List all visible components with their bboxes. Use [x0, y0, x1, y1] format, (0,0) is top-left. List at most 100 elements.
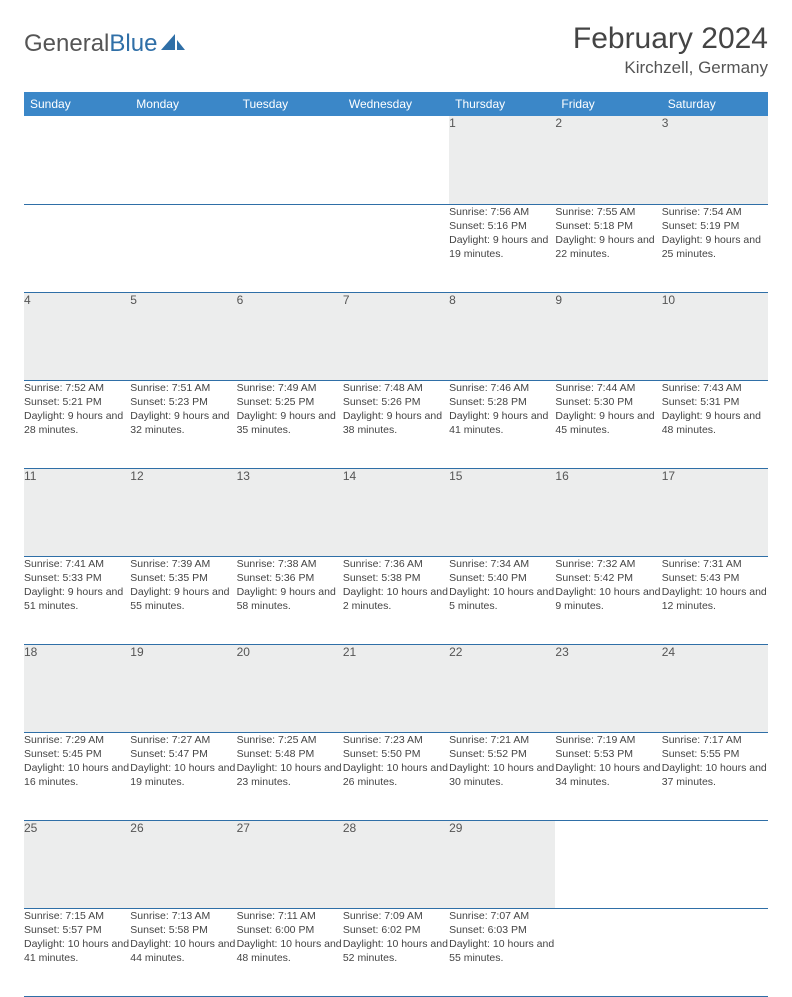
daylight-line: Daylight: 10 hours and 55 minutes. [449, 938, 554, 964]
brand-logo: GeneralBlue [24, 22, 187, 58]
sunset-line: Sunset: 5:53 PM [555, 748, 633, 760]
day-number-cell: 9 [555, 292, 661, 380]
sunrise-line: Sunrise: 7:54 AM [662, 206, 742, 218]
page-header: GeneralBlue February 2024 Kirchzell, Ger… [24, 22, 768, 78]
day-detail-cell: Sunrise: 7:15 AM Sunset: 5:57 PM Daylight:… [24, 908, 130, 996]
daylight-line: Daylight: 10 hours and 37 minutes. [662, 762, 767, 788]
day-header: Wednesday [343, 92, 449, 116]
day-detail-cell [130, 204, 236, 292]
daylight-line: Daylight: 9 hours and 48 minutes. [662, 410, 761, 436]
day-header: Friday [555, 92, 661, 116]
sunrise-line: Sunrise: 7:27 AM [130, 734, 210, 746]
sunrise-line: Sunrise: 7:34 AM [449, 558, 529, 570]
daylight-line: Daylight: 10 hours and 30 minutes. [449, 762, 554, 788]
sunset-line: Sunset: 5:21 PM [24, 396, 102, 408]
sunset-line: Sunset: 5:43 PM [662, 572, 740, 584]
sunset-line: Sunset: 5:23 PM [130, 396, 208, 408]
day-detail-cell: Sunrise: 7:38 AMSunset: 5:36 PMDaylight:… [237, 556, 343, 644]
sunrise-line: Sunrise: 7:21 AM [449, 734, 529, 746]
day-number-cell: 14 [343, 468, 449, 556]
day-detail-cell: Sunrise: 7:51 AMSunset: 5:23 PMDaylight:… [130, 380, 236, 468]
day-number-cell: 27 [237, 820, 343, 908]
day-number-cell [555, 820, 661, 908]
day-detail-cell: Sunrise: 7:56 AMSunset: 5:16 PMDaylight:… [449, 204, 555, 292]
day-number-cell [662, 820, 768, 908]
day-number-cell: 8 [449, 292, 555, 380]
sunrise-line: Sunrise: 7:11 AM [237, 910, 316, 922]
day-number-cell: 16 [555, 468, 661, 556]
day-number-cell: 23 [555, 644, 661, 732]
day-detail-cell: Sunrise: 7:11 AMSunset: 6:00 PMDaylight:… [237, 908, 343, 996]
sunrise-line: Sunrise: 7:48 AM [343, 382, 423, 394]
day-detail-cell: Sunrise: 7:29 AMSunset: 5:45 PMDaylight:… [24, 732, 130, 820]
sunrise-line: Sunrise: 7:31 AM [662, 558, 742, 570]
day-number-cell [237, 116, 343, 204]
day-detail-cell: Sunrise: 7:34 AM Sunset: 5:40 PM Daylight:… [449, 556, 555, 644]
day-header: Saturday [662, 92, 768, 116]
sunset-line: Sunset: 5:38 PM [343, 572, 421, 584]
day-number-cell [24, 116, 130, 204]
day-detail-cell: Sunrise: 7:32 AMSunset: 5:42 PMDaylight:… [555, 556, 661, 644]
daylight-line: Daylight: 10 hours and 41 minutes. [24, 938, 129, 964]
sunset-line: Sunset: 6:02 PM [343, 924, 421, 936]
week-daynum-row: 11121314151617 [24, 468, 768, 556]
day-number-cell: 6 [237, 292, 343, 380]
day-number-cell: 13 [237, 468, 343, 556]
sunrise-line: Sunrise: 7:41 AM [24, 558, 104, 570]
sunset-line: Sunset: 5:31 PM [662, 396, 740, 408]
sunset-line: Sunset: 5:18 PM [555, 220, 633, 232]
week-daynum-row: 123 [24, 116, 768, 204]
day-detail-cell: Sunrise: 7:19 AMSunset: 5:53 PMDaylight:… [555, 732, 661, 820]
sunrise-line: Sunrise: 7:55 AM [555, 206, 635, 218]
day-number-cell: 10 [662, 292, 768, 380]
week-detail-row: Sunrise: 7:41 AMSunset: 5:33 PMDaylight:… [24, 556, 768, 644]
week-detail-row: Sunrise: 7:56 AMSunset: 5:16 PMDaylight:… [24, 204, 768, 292]
sunrise-line: Sunrise: 7:44 AM [555, 382, 635, 394]
day-number-cell: 4 [24, 292, 130, 380]
daylight-line: Daylight: 10 hours and 34 minutes. [555, 762, 660, 788]
day-detail-cell: Sunrise: 7:44 AMSunset: 5:30 PMDaylight:… [555, 380, 661, 468]
sunrise-line: Sunrise: 7:15 AM [24, 910, 104, 922]
daylight-line: Daylight: 10 hours and 19 minutes. [130, 762, 235, 788]
day-detail-cell: Sunrise: 7:07 AMSunset: 6:03 PMDaylight:… [449, 908, 555, 996]
week-daynum-row: 2526272829 [24, 820, 768, 908]
week-detail-row: Sunrise: 7:29 AMSunset: 5:45 PMDaylight:… [24, 732, 768, 820]
week-daynum-row: 18192021222324 [24, 644, 768, 732]
sunrise-line: Sunrise: 7:25 AM [237, 734, 317, 746]
sunset-line: Sunset: 5:40 PM [449, 572, 527, 584]
day-detail-cell: Sunrise: 7:23 AMSunset: 5:50 PMDaylight:… [343, 732, 449, 820]
day-detail-cell [662, 908, 768, 996]
week-daynum-row: 45678910 [24, 292, 768, 380]
day-number-cell: 22 [449, 644, 555, 732]
day-number-cell: 3 [662, 116, 768, 204]
sunset-line: Sunset: 5:50 PM [343, 748, 421, 760]
day-detail-cell: Sunrise: 7:55 AM Sunset: 5:18 PM Daylight:… [555, 204, 661, 292]
daylight-line: Daylight: 9 hours and 28 minutes. [24, 410, 123, 436]
day-number-cell: 24 [662, 644, 768, 732]
day-detail-cell: Sunrise: 7:09 AMSunset: 6:02 PMDaylight:… [343, 908, 449, 996]
day-detail-cell: Sunrise: 7:49 AMSunset: 5:25 PMDaylight:… [237, 380, 343, 468]
sunrise-line: Sunrise: 7:13 AM [130, 910, 210, 922]
daylight-line: Daylight: 9 hours and 22 minutes. [555, 234, 654, 260]
day-header: Monday [130, 92, 236, 116]
daylight-line: Daylight: 10 hours and 48 minutes. [237, 938, 342, 964]
sunrise-line: Sunrise: 7:36 AM [343, 558, 423, 570]
brand-part2: Blue [109, 30, 157, 58]
day-number-cell: 17 [662, 468, 768, 556]
day-number-cell: 25 [24, 820, 130, 908]
day-detail-cell [24, 204, 130, 292]
logo-sail-icon [161, 32, 187, 52]
title-block: February 2024 Kirchzell, Germany [573, 22, 768, 78]
daylight-line: Daylight: 9 hours and 19 minutes. [449, 234, 548, 260]
day-detail-cell: Sunrise: 7:41 AMSunset: 5:33 PMDaylight:… [24, 556, 130, 644]
daylight-line: Daylight: 10 hours and 5 minutes. [449, 586, 554, 612]
sunset-line: Sunset: 5:19 PM [662, 220, 740, 232]
daylight-line: Daylight: 9 hours and 58 minutes. [237, 586, 336, 612]
daylight-line: Daylight: 10 hours and 26 minutes. [343, 762, 448, 788]
day-detail-cell: Sunrise: 7:46 AMSunset: 5:28 PMDaylight:… [449, 380, 555, 468]
sunset-line: Sunset: 5:48 PM [237, 748, 315, 760]
day-number-cell: 20 [237, 644, 343, 732]
day-number-cell: 5 [130, 292, 236, 380]
sunset-line: Sunset: 5:57 PM [24, 924, 102, 936]
day-detail-cell: Sunrise: 7:54 AMSunset: 5:19 PMDaylight:… [662, 204, 768, 292]
